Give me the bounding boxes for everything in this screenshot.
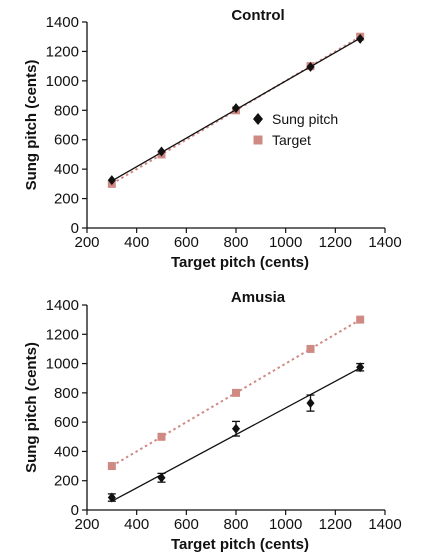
y-tick-label: 1000 bbox=[46, 73, 79, 90]
y-tick-label: 1400 bbox=[46, 297, 79, 314]
legend-label: Sung pitch bbox=[272, 111, 338, 127]
y-tick-label: 1200 bbox=[46, 326, 79, 343]
data-point-square bbox=[356, 315, 365, 324]
legend-label: Target bbox=[272, 132, 311, 148]
data-point-square bbox=[107, 462, 116, 471]
y-axis-title: Sung pitch (cents) bbox=[23, 60, 40, 191]
y-axis-title: Sung pitch (cents) bbox=[23, 342, 40, 473]
x-tick-label: 600 bbox=[174, 234, 199, 251]
series-sung-pitch bbox=[107, 33, 365, 186]
data-point-diamond bbox=[356, 362, 365, 373]
x-axis-title: Target pitch (cents) bbox=[171, 536, 309, 553]
x-tick-label: 600 bbox=[174, 516, 199, 533]
data-point-diamond bbox=[157, 146, 166, 157]
data-point-diamond bbox=[107, 492, 116, 503]
y-tick-label: 1400 bbox=[46, 14, 79, 31]
x-tick-label: 1000 bbox=[269, 516, 302, 533]
x-tick-label: 1200 bbox=[319, 234, 352, 251]
x-tick-label: 1200 bbox=[319, 516, 352, 533]
data-point-diamond bbox=[157, 472, 166, 483]
chart-title: Control bbox=[231, 7, 284, 24]
data-point-diamond bbox=[306, 398, 315, 409]
series-sung-pitch bbox=[107, 362, 365, 503]
x-tick-label: 800 bbox=[223, 234, 248, 251]
data-point-square bbox=[157, 432, 166, 441]
data-point-square bbox=[306, 344, 315, 353]
data-point-diamond bbox=[232, 103, 240, 114]
y-tick-label: 1200 bbox=[46, 43, 79, 60]
data-point-diamond bbox=[356, 33, 365, 44]
x-tick-label: 800 bbox=[223, 516, 248, 533]
x-tick-label: 1000 bbox=[269, 234, 302, 251]
y-tick-label: 200 bbox=[54, 473, 79, 490]
data-point-diamond bbox=[232, 423, 240, 434]
y-tick-label: 1000 bbox=[46, 356, 79, 373]
y-tick-label: 0 bbox=[71, 220, 79, 237]
legend: Sung pitch Target bbox=[253, 111, 338, 148]
x-tick-label: 400 bbox=[124, 516, 149, 533]
chart-title: Amusia bbox=[231, 289, 286, 306]
data-point-diamond bbox=[306, 61, 315, 72]
x-tick-label: 400 bbox=[124, 234, 149, 251]
x-tick-label: 200 bbox=[74, 516, 99, 533]
x-axis-title: Target pitch (cents) bbox=[171, 254, 309, 271]
legend-marker-diamond bbox=[253, 113, 263, 125]
x-tick-label: 1400 bbox=[368, 234, 401, 251]
y-tick-label: 800 bbox=[54, 385, 79, 402]
y-tick-label: 600 bbox=[54, 132, 79, 149]
x-tick-label: 1400 bbox=[368, 516, 401, 533]
legend-marker-square bbox=[253, 135, 263, 145]
y-tick-label: 400 bbox=[54, 443, 79, 460]
data-point-square bbox=[232, 388, 240, 397]
y-tick-label: 0 bbox=[71, 502, 79, 519]
data-point-diamond bbox=[107, 175, 116, 186]
y-tick-label: 800 bbox=[54, 102, 79, 119]
y-tick-label: 600 bbox=[54, 414, 79, 431]
series-target bbox=[107, 315, 365, 471]
x-tick-label: 200 bbox=[74, 234, 99, 251]
y-tick-label: 400 bbox=[54, 161, 79, 178]
y-tick-label: 200 bbox=[54, 191, 79, 208]
